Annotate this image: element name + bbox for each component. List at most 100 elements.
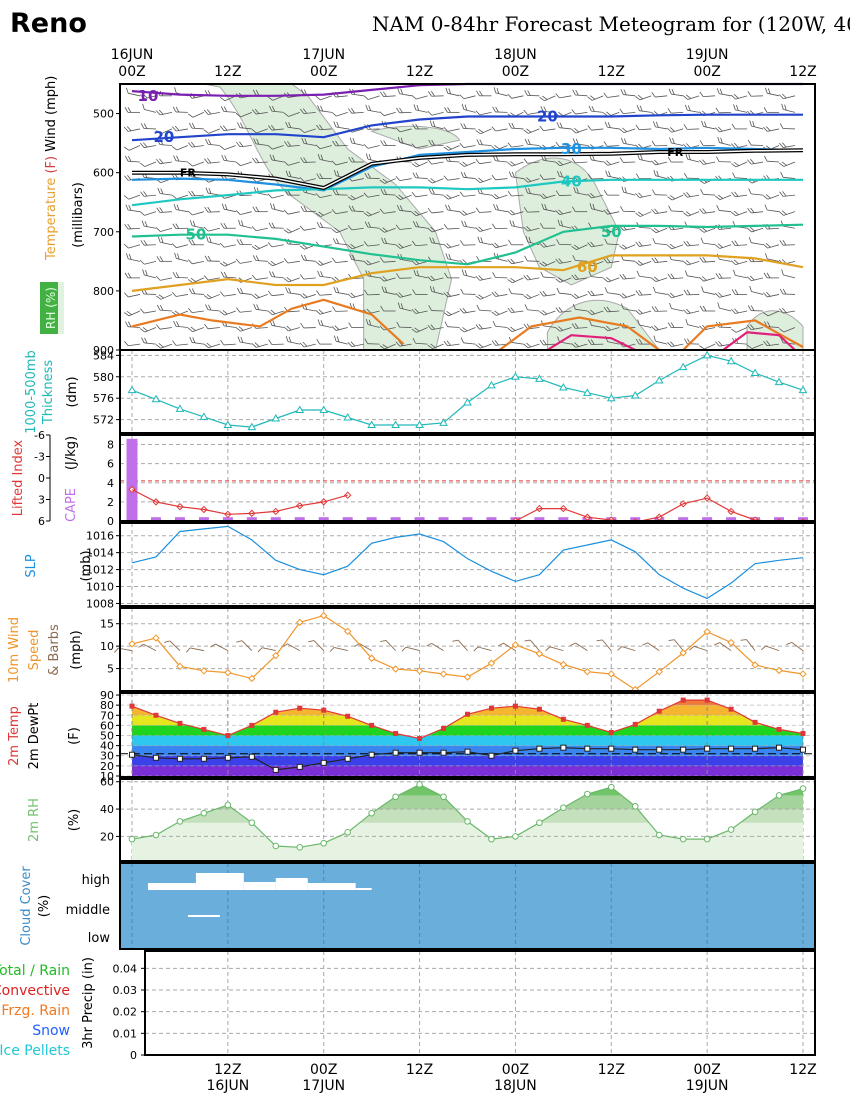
dewpoint-marker bbox=[704, 745, 711, 752]
wind-barb bbox=[587, 192, 604, 199]
y-tick-label: 90 bbox=[100, 689, 114, 702]
wind-barb-staff bbox=[495, 92, 508, 97]
wind-barb-flag bbox=[620, 205, 624, 212]
wind-barb-staff bbox=[256, 343, 268, 348]
wind-barb-staff bbox=[655, 161, 668, 166]
wind-label: Wind (mph) bbox=[44, 76, 59, 152]
wind-barb bbox=[652, 121, 668, 130]
wind-barb-staff bbox=[783, 161, 796, 167]
wind-barb-staff bbox=[575, 260, 588, 262]
wind-speed-marker bbox=[487, 659, 496, 667]
wind-barb bbox=[283, 325, 300, 332]
wind-barb bbox=[588, 271, 604, 279]
wind-barb-staff bbox=[383, 95, 396, 98]
wind-barb bbox=[572, 255, 588, 262]
slp-line bbox=[131, 525, 804, 600]
wind-barb-flag bbox=[539, 174, 544, 180]
wind-barb bbox=[621, 186, 636, 196]
wind-barb-flag bbox=[702, 305, 707, 312]
wind-barb-flag bbox=[603, 306, 608, 313]
rh-marker bbox=[368, 809, 375, 817]
wind-barb-flag bbox=[653, 276, 659, 281]
wind-barb bbox=[603, 160, 620, 166]
wind-barb-staff bbox=[320, 145, 332, 150]
wind-barb bbox=[715, 292, 732, 298]
wind-barb-flag bbox=[494, 310, 500, 315]
wind-barb-staff bbox=[703, 193, 716, 196]
wind-barb-staff bbox=[527, 343, 540, 349]
wind-barb bbox=[731, 210, 748, 217]
wind-barb-flag bbox=[556, 122, 560, 128]
wind-barb-flag bbox=[558, 307, 563, 313]
wind-barb-flag bbox=[316, 222, 321, 228]
wind-barb bbox=[763, 310, 780, 317]
wind-barb-flag bbox=[494, 193, 500, 199]
wind-barb-staff bbox=[623, 128, 636, 134]
wind-barb-flag bbox=[190, 277, 196, 282]
wind-barb-staff bbox=[671, 227, 684, 231]
wind-barb bbox=[747, 158, 764, 165]
wind-barb-flag bbox=[464, 104, 468, 111]
wind-barb-flag bbox=[252, 157, 257, 164]
wind-barb bbox=[395, 175, 412, 182]
slp-unit: (mb) bbox=[79, 550, 94, 581]
dewpoint-marker bbox=[680, 746, 687, 753]
wind-barb-flag bbox=[139, 328, 146, 333]
wind-barb-flag bbox=[651, 326, 656, 331]
wind-barb bbox=[779, 142, 796, 148]
wind-barb-flag bbox=[607, 122, 611, 128]
wind-barb-staff bbox=[367, 226, 380, 229]
cape-tick-label: 2 bbox=[107, 496, 114, 509]
wind-barb-flag bbox=[733, 259, 739, 265]
wind-barb-flag bbox=[747, 324, 752, 330]
wind-barb bbox=[509, 220, 524, 229]
wind-barb-flag bbox=[555, 190, 560, 196]
wind-barb bbox=[155, 128, 173, 135]
wind-barb-flag bbox=[124, 107, 129, 113]
wind-barb-flag bbox=[187, 210, 193, 216]
wind-barb bbox=[459, 327, 476, 333]
precip-legend-item: Total / Rain bbox=[0, 963, 70, 979]
wind-barb-flag bbox=[364, 172, 368, 179]
wind-barb-flag bbox=[498, 642, 504, 647]
wind-barb-staff bbox=[671, 259, 684, 262]
wind-barb-flag bbox=[699, 345, 705, 350]
wind-barb-staff bbox=[591, 294, 604, 297]
wind-barb-flag bbox=[270, 309, 276, 315]
temperature-marker bbox=[608, 729, 614, 735]
wind-barb-flag bbox=[220, 223, 225, 229]
wind-barb bbox=[427, 275, 444, 282]
wind-barb-staff bbox=[559, 310, 572, 313]
bottom-time-label: 12Z bbox=[214, 1062, 241, 1078]
wind-barb-flag bbox=[411, 211, 417, 217]
wind-barb-flag bbox=[268, 290, 273, 296]
wind-barb-flag bbox=[336, 336, 340, 343]
rh-marker bbox=[128, 835, 136, 843]
wind-barb-flag bbox=[460, 288, 464, 295]
wind-barb-flag bbox=[475, 275, 481, 281]
wind-barb bbox=[749, 285, 764, 295]
wind-barb-flag bbox=[590, 95, 596, 100]
wind-barb bbox=[253, 138, 268, 146]
wind-barb-flag bbox=[478, 128, 484, 133]
wind-barb-staff bbox=[303, 343, 316, 348]
wind-barb-flag bbox=[155, 295, 162, 300]
freezing-line-inner bbox=[132, 149, 804, 189]
wind-barb-flag bbox=[155, 275, 161, 281]
wind-barb-staff bbox=[527, 161, 540, 164]
wind-barb-staff bbox=[303, 111, 316, 115]
wind-barb-flag bbox=[702, 208, 707, 214]
wind-barb bbox=[315, 95, 332, 101]
wind-barb-flag bbox=[782, 307, 787, 313]
wind-barb-flag bbox=[459, 94, 465, 100]
wind-barb bbox=[347, 243, 364, 250]
bottom-time-label: 12Z bbox=[789, 1062, 816, 1078]
isotherm-line bbox=[131, 254, 804, 292]
wind-barb-flag bbox=[731, 240, 736, 246]
wind-barb-flag bbox=[411, 308, 417, 314]
wind-barb-staff bbox=[703, 211, 716, 214]
wind-barb-staff bbox=[511, 194, 524, 197]
wind-barb-flag bbox=[223, 271, 228, 278]
wind-barb-flag bbox=[190, 326, 196, 331]
wind-barb bbox=[524, 255, 540, 262]
